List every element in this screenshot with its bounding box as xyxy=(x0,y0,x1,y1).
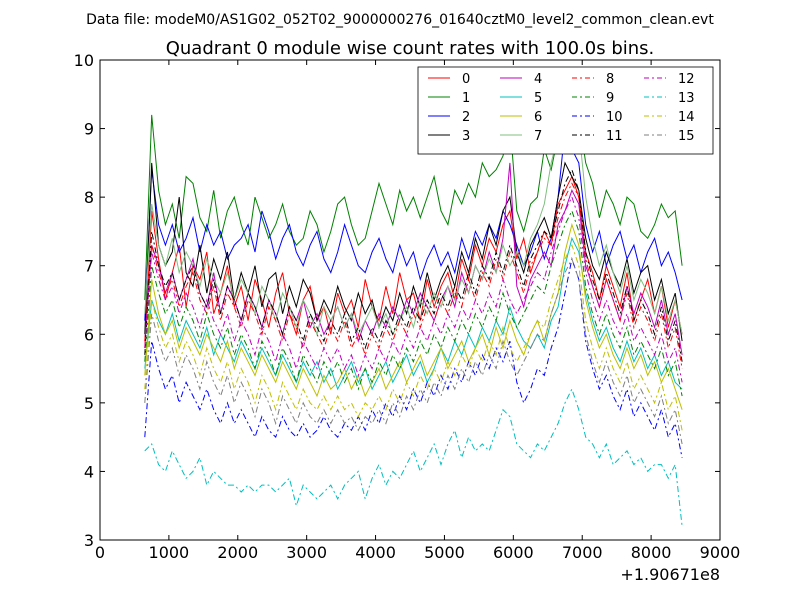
series-line-12 xyxy=(144,195,683,383)
legend-label-7: 7 xyxy=(534,129,542,144)
y-tick-label: 4 xyxy=(84,462,94,481)
series-line-15 xyxy=(144,257,683,445)
x-tick-label: 4000 xyxy=(355,543,396,562)
y-tick-label: 7 xyxy=(84,257,94,276)
series-line-6 xyxy=(144,222,683,410)
series-line-8 xyxy=(144,182,683,369)
suptitle: Data file: modeM0/AS1G02_052T02_90000002… xyxy=(86,12,714,28)
series-line-1 xyxy=(144,114,683,301)
y-tick-label: 10 xyxy=(74,51,94,70)
series-line-2 xyxy=(144,128,683,321)
x-tick-label: 1000 xyxy=(149,543,190,562)
legend-label-9: 9 xyxy=(606,91,614,106)
x-tick-label: 3000 xyxy=(286,543,327,562)
series-line-14 xyxy=(144,243,683,431)
legend-label-12: 12 xyxy=(678,72,695,87)
legend-label-3: 3 xyxy=(462,129,470,144)
y-tick-label: 5 xyxy=(84,394,94,413)
legend-label-1: 1 xyxy=(462,91,470,106)
y-tick-label: 6 xyxy=(84,325,94,344)
x-tick-label: 7000 xyxy=(562,543,603,562)
series-line-9 xyxy=(144,209,683,397)
legend-label-8: 8 xyxy=(606,72,614,87)
x-tick-label: 0 xyxy=(95,543,105,562)
legend-label-13: 13 xyxy=(678,91,695,106)
legend-label-5: 5 xyxy=(534,91,542,106)
legend-label-14: 14 xyxy=(678,110,695,125)
series-line-5 xyxy=(144,236,683,391)
legend-label-2: 2 xyxy=(462,110,470,125)
legend-label-6: 6 xyxy=(534,110,542,125)
x-tick-label: 9000 xyxy=(700,543,741,562)
series-line-0 xyxy=(144,175,683,349)
series-line-13 xyxy=(144,387,683,527)
x-offset-label: +1.90671e8 xyxy=(620,565,720,584)
legend-label-11: 11 xyxy=(606,129,623,144)
plot-area: 0 1000 2000 3000 4000 5000 6000 7000 8000 9000 3 4 5… xyxy=(74,51,741,562)
chart-title: Quadrant 0 module wise count rates with … xyxy=(166,38,655,59)
legend-label-15: 15 xyxy=(678,129,695,144)
y-tick-label: 3 xyxy=(84,531,94,550)
x-tick-label: 5000 xyxy=(424,543,465,562)
legend-label-10: 10 xyxy=(606,110,623,125)
legend-label-4: 4 xyxy=(534,72,542,87)
legend-frame xyxy=(417,66,714,155)
y-tick-label: 9 xyxy=(84,120,94,139)
series-line-11 xyxy=(144,168,683,362)
y-tick-label: 8 xyxy=(84,188,94,207)
axes-frame xyxy=(99,59,721,541)
x-tick-label: 8000 xyxy=(631,543,672,562)
series-line-10 xyxy=(144,256,683,458)
x-tick-label: 6000 xyxy=(493,543,534,562)
x-tick-label: 2000 xyxy=(217,543,258,562)
legend-label-0: 0 xyxy=(462,72,470,87)
